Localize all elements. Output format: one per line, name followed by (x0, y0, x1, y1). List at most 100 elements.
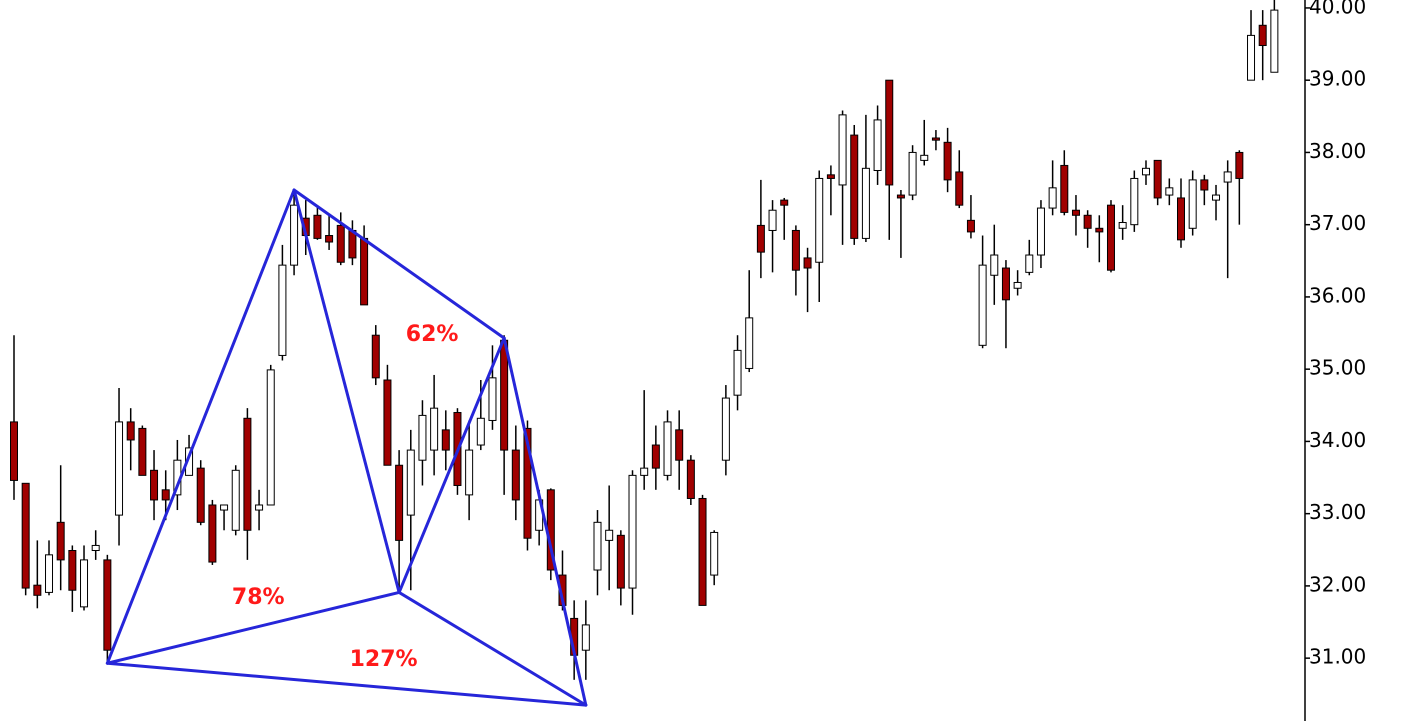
candle (593, 510, 602, 596)
candle (605, 485, 614, 591)
candle (1025, 239, 1034, 276)
candle-body (920, 154, 929, 161)
candle-body (663, 421, 672, 476)
candle (931, 130, 940, 151)
candle-body (698, 497, 707, 606)
candle-body (523, 427, 532, 539)
candle-body (815, 177, 824, 263)
pattern-line (397, 336, 506, 594)
candle (675, 410, 684, 490)
y-tick-label: 34.00 (1309, 428, 1366, 452)
candle (908, 145, 917, 201)
candle-body (511, 449, 520, 501)
candle-body (756, 224, 765, 253)
y-tick-label: 35.00 (1309, 356, 1366, 380)
candle (815, 170, 824, 302)
candle (710, 530, 719, 586)
candle (873, 105, 882, 185)
candle (313, 205, 322, 240)
candle (1095, 215, 1104, 263)
candle-body (91, 544, 100, 552)
candle (628, 470, 637, 615)
candle (686, 455, 695, 505)
candle-body (943, 141, 952, 181)
candle (80, 545, 89, 611)
candle-body (1258, 24, 1267, 47)
candle (243, 408, 252, 560)
candle (383, 364, 392, 466)
candle-body (465, 449, 474, 496)
candle-body (1153, 159, 1162, 199)
candle-body (710, 531, 719, 576)
candle-body (721, 397, 730, 461)
candle (395, 450, 404, 591)
candle (663, 410, 672, 481)
candle (768, 200, 777, 273)
candle (966, 195, 975, 239)
candle (1106, 200, 1115, 273)
pattern-line (292, 188, 401, 594)
candle (150, 450, 159, 521)
candle (511, 425, 520, 521)
candle (1001, 260, 1010, 349)
y-tick-label: 31.00 (1309, 645, 1366, 669)
candle-body (56, 521, 65, 561)
candle-body (966, 219, 975, 233)
candle-body (1270, 9, 1279, 73)
candle-body (1071, 209, 1080, 216)
candle-body (383, 379, 392, 466)
candle-body (640, 467, 649, 476)
candle-body (780, 199, 789, 206)
candle-body (313, 214, 322, 239)
candle-body (336, 224, 345, 263)
candle-body (931, 137, 940, 141)
candle-body (126, 421, 135, 441)
candle-body (1118, 222, 1127, 229)
y-tick-label: 38.00 (1309, 139, 1366, 163)
pattern-line (105, 188, 296, 665)
candle-body (1048, 187, 1057, 209)
candle (1130, 170, 1139, 232)
candle-body (115, 421, 124, 516)
y-tick-label: 33.00 (1309, 500, 1366, 524)
candle-body (873, 119, 882, 171)
pattern-line (397, 590, 588, 707)
candle (68, 545, 77, 612)
candle (1177, 178, 1185, 248)
candle-body (1141, 167, 1150, 176)
candle (418, 400, 427, 486)
candle-body (885, 79, 894, 186)
candle-body (208, 504, 217, 563)
candle-body (103, 559, 112, 651)
candle (780, 197, 789, 240)
pattern-line (292, 188, 506, 340)
candle-body (861, 167, 870, 239)
candle-body (1106, 204, 1115, 271)
candle (465, 420, 474, 521)
ratio-label: 127% (350, 647, 418, 672)
candle-body (1025, 254, 1034, 273)
candle-body (1235, 151, 1244, 179)
candle (1083, 210, 1092, 248)
candle-body (616, 534, 625, 589)
candle (56, 465, 65, 591)
candle-body (196, 467, 205, 523)
candle-body (1001, 267, 1010, 301)
candle (721, 385, 730, 476)
candle-body (838, 114, 847, 186)
candle-body (21, 482, 30, 589)
candle (278, 244, 287, 361)
candle-body (395, 464, 404, 541)
candle-body (1036, 207, 1045, 256)
candle (488, 345, 497, 430)
candle-body (161, 489, 170, 501)
candle (803, 247, 812, 313)
candle (208, 499, 217, 565)
candle-body (803, 257, 812, 269)
candle (990, 224, 999, 305)
candle (745, 270, 754, 373)
candle (861, 114, 870, 243)
candle (10, 335, 18, 500)
